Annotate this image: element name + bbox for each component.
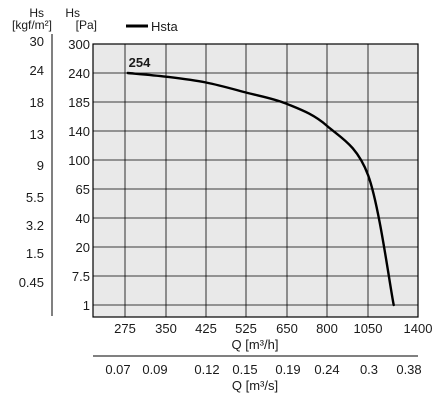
y-tick-kgf: 24 bbox=[30, 63, 44, 78]
x-tick-m3s: 0.12 bbox=[194, 362, 219, 377]
x-axis-label-m3s: Q [m³/s] bbox=[232, 378, 278, 393]
x-tick-m3s: 0.38 bbox=[396, 362, 421, 377]
y-tick-pa: 65 bbox=[76, 182, 90, 197]
data-label-254: 254 bbox=[129, 55, 151, 70]
y-tick-pa: 7.5 bbox=[72, 269, 90, 284]
x-tick-m3h: 350 bbox=[155, 321, 177, 336]
x-tick-m3h: 800 bbox=[316, 321, 338, 336]
x-tick-m3s: 0.15 bbox=[232, 362, 257, 377]
y-tick-pa: 240 bbox=[68, 66, 90, 81]
right-y-axis: 300 240 185 140 100 65 40 20 7.5 1 bbox=[68, 37, 90, 313]
y-tick-pa: 185 bbox=[68, 95, 90, 110]
right-axis-unit: [Pa] bbox=[76, 18, 97, 32]
x-tick-m3h: 650 bbox=[276, 321, 298, 336]
y-tick-kgf: 5.5 bbox=[26, 190, 44, 205]
x-tick-m3h: 1400 bbox=[404, 321, 433, 336]
y-tick-pa: 20 bbox=[76, 240, 90, 255]
y-tick-kgf: 30 bbox=[30, 34, 44, 49]
left-y-axis: 30 24 18 13 9 5.5 3.2 1.5 0.45 bbox=[19, 34, 44, 290]
y-tick-kgf: 13 bbox=[30, 127, 44, 142]
y-tick-pa: 300 bbox=[68, 37, 90, 52]
x-axis-m3s: 0.07 0.09 0.12 0.15 0.19 0.24 0.3 0.38 bbox=[105, 362, 421, 377]
x-axis-label-m3h: Q [m³/h] bbox=[232, 337, 279, 352]
left-axis-unit: [kgf/m²] bbox=[12, 18, 52, 32]
right-axis-label: Hs bbox=[65, 6, 80, 20]
y-tick-pa: 1 bbox=[83, 298, 90, 313]
y-tick-pa: 140 bbox=[68, 124, 90, 139]
x-tick-m3h: 425 bbox=[195, 321, 217, 336]
x-tick-m3h: 525 bbox=[235, 321, 257, 336]
y-tick-kgf: 1.5 bbox=[26, 246, 44, 261]
plot-area bbox=[92, 43, 419, 318]
x-tick-m3s: 0.19 bbox=[275, 362, 300, 377]
y-tick-kgf: 18 bbox=[30, 95, 44, 110]
x-axis-m3h: 275 350 425 525 650 800 1050 1400 bbox=[114, 321, 432, 336]
x-tick-m3s: 0.09 bbox=[142, 362, 167, 377]
x-tick-m3s: 0.07 bbox=[105, 362, 130, 377]
y-tick-pa: 100 bbox=[68, 153, 90, 168]
y-tick-kgf: 3.2 bbox=[26, 218, 44, 233]
y-tick-pa: 40 bbox=[76, 211, 90, 226]
grid bbox=[93, 44, 418, 317]
legend-label-hsta: Hsta bbox=[151, 19, 179, 34]
x-tick-m3s: 0.24 bbox=[314, 362, 339, 377]
x-tick-m3s: 0.3 bbox=[360, 362, 378, 377]
y-tick-kgf: 9 bbox=[37, 158, 44, 173]
y-tick-kgf: 0.45 bbox=[19, 275, 44, 290]
x-tick-m3h: 275 bbox=[114, 321, 136, 336]
left-axis-label: Hs bbox=[29, 6, 44, 20]
x-tick-m3h: 1050 bbox=[354, 321, 383, 336]
series-line-hsta bbox=[126, 71, 395, 307]
